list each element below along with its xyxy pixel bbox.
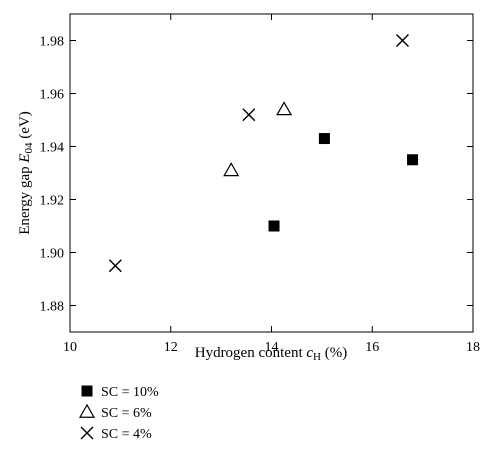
y-tick-label: 1.90 xyxy=(40,247,65,262)
legend-label: SC = 6% xyxy=(101,406,152,421)
x-axis-title: Hydrogen content cH (%) xyxy=(195,345,348,363)
x-tick-label: 10 xyxy=(63,340,77,355)
x-tick-label: 16 xyxy=(365,340,379,355)
data-point-open-triangle xyxy=(223,162,240,177)
data-point-filled-square xyxy=(318,133,330,145)
y-tick-label: 1.92 xyxy=(40,194,65,209)
y-tick-label: 1.98 xyxy=(40,35,65,50)
legend-marker-open-triangle xyxy=(78,403,96,418)
x-tick-label: 12 xyxy=(164,340,178,355)
data-point-cross xyxy=(395,34,409,47)
y-tick-label: 1.88 xyxy=(40,300,65,315)
legend-marker-cross xyxy=(80,426,94,440)
y-tick-label: 1.94 xyxy=(40,141,65,156)
legend-label: SC = 10% xyxy=(101,385,159,400)
legend-item: SC = 10% xyxy=(81,385,159,400)
x-axis-ticks: 10 12 14 16 18 xyxy=(63,14,480,355)
legend-marker-filled-square xyxy=(81,385,93,397)
y-axis-title: Energy gap E04 (eV) xyxy=(17,111,35,235)
data-point-filled-square xyxy=(268,220,280,232)
plot-frame xyxy=(69,13,474,333)
x-tick-label: 18 xyxy=(466,340,480,355)
legend-label: SC = 4% xyxy=(101,427,152,442)
y-axis-ticks: 1.88 1.90 1.92 1.94 1.96 1.98 xyxy=(40,35,473,315)
y-tick-label: 1.96 xyxy=(40,88,65,103)
legend: SC = 10% SC = 6% SC = 4% xyxy=(78,385,159,442)
data-point-cross xyxy=(242,108,256,122)
legend-item: SC = 4% xyxy=(80,426,152,442)
data-point-filled-square xyxy=(407,154,419,166)
data-points xyxy=(108,34,419,273)
data-point-open-triangle xyxy=(276,101,293,116)
x-tick-label: 14 xyxy=(265,340,279,355)
legend-item: SC = 6% xyxy=(78,403,152,421)
data-point-cross xyxy=(108,259,122,273)
